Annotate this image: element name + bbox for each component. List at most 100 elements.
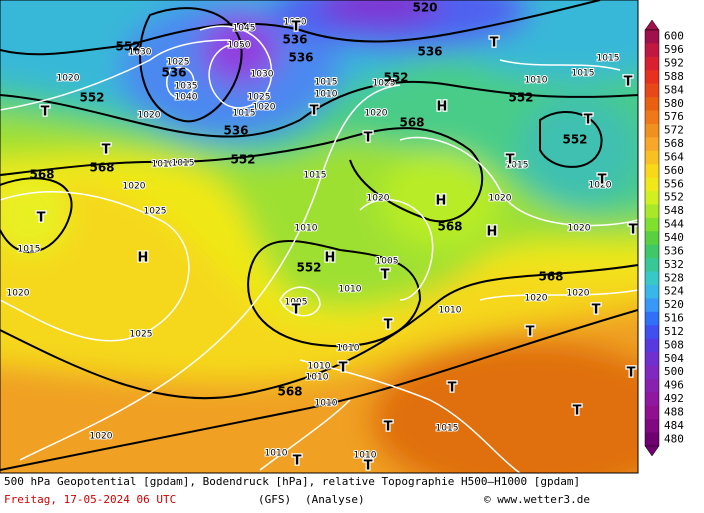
pressure-center: H — [437, 100, 448, 115]
isobar-label: 1010 — [354, 451, 377, 461]
colorbar-label: 596 — [664, 43, 684, 56]
colorbar-label: 516 — [664, 312, 684, 325]
pressure-center: T — [592, 303, 601, 318]
colorbar-label: 564 — [664, 150, 684, 163]
colorbar-swatch — [645, 378, 659, 393]
colorbar-swatch — [645, 284, 659, 299]
isobar-label: 1010 — [315, 399, 338, 409]
colorbar-swatch — [645, 392, 659, 407]
colorbar-label: 584 — [664, 83, 684, 96]
isobar-label: 1035 — [175, 82, 198, 92]
colorbar-label: 492 — [664, 392, 684, 405]
colorbar-arrow-bottom — [644, 445, 660, 457]
pressure-center: T — [381, 268, 390, 283]
colorbar-swatch — [645, 177, 659, 192]
geopotential-label: 536 — [282, 33, 307, 47]
colorbar-swatch — [645, 432, 659, 447]
colorbar-label: 508 — [664, 338, 684, 351]
colorbar-swatch — [645, 43, 659, 58]
colorbar-swatch — [645, 325, 659, 340]
isobar-label: 1010 — [339, 285, 362, 295]
isobar-label: 1020 — [367, 194, 390, 204]
colorbar-label: 560 — [664, 164, 684, 177]
isobar-label: 1010 — [525, 76, 548, 86]
geopotential-label: 568 — [538, 270, 563, 284]
isobar-label: 1015 — [304, 171, 327, 181]
geopotential-contours — [0, 0, 638, 471]
isobar-label: 1020 — [589, 181, 612, 191]
geopotential-label: 520 — [412, 1, 437, 15]
isobar-label: 1020 — [123, 182, 146, 192]
pressure-center: H — [138, 251, 149, 266]
geopotential-label: 568 — [399, 116, 424, 130]
isobar-label: 1010 — [306, 373, 329, 383]
colorbar-swatch — [645, 217, 659, 232]
colorbar-label: 528 — [664, 271, 684, 284]
geopotential-label: 568 — [437, 220, 462, 234]
pressure-center: T — [292, 20, 301, 35]
colorbar-label: 580 — [664, 97, 684, 110]
colorbar-label: 588 — [664, 70, 684, 83]
isobar-label: 1025 — [144, 207, 167, 217]
colorbar: 6005965925885845805765725685645605565525… — [644, 19, 684, 457]
isobar-label: 1015 — [597, 54, 620, 64]
pressure-center: T — [293, 454, 302, 469]
isobar-label: 1010 — [152, 160, 175, 170]
isobar-label: 1010 — [315, 90, 338, 100]
isobar-label: 1020 — [90, 432, 113, 442]
isobar-label: 1015 — [315, 78, 338, 88]
isobars — [0, 25, 638, 473]
colorbar-label: 484 — [664, 419, 684, 432]
colorbar-label: 524 — [664, 285, 684, 298]
colorbar-swatch — [645, 56, 659, 71]
geopotential-label: 568 — [89, 161, 114, 175]
isobar-label: 1025 — [167, 58, 190, 68]
geopotential-label: 552 — [230, 153, 255, 167]
isobar-label: 1020 — [365, 109, 388, 119]
colorbar-swatch — [645, 204, 659, 219]
pressure-center: T — [364, 459, 373, 474]
pressure-center: T — [384, 420, 393, 435]
pressure-center: T — [310, 104, 319, 119]
isobar-label: 1020 — [138, 111, 161, 121]
pressure-center: T — [384, 318, 393, 333]
colorbar-label: 512 — [664, 325, 684, 338]
pressure-center: T — [584, 113, 593, 128]
colorbar-swatch — [645, 271, 659, 286]
isobar-label: 1025 — [248, 93, 271, 103]
geopotential-label: 552 — [562, 133, 587, 147]
isobar-label: 1015 — [172, 159, 195, 169]
geopotential-label: 552 — [79, 91, 104, 105]
run: (Analyse) — [305, 493, 365, 506]
colorbar-swatch — [645, 137, 659, 152]
isobar-label: 1015 — [436, 424, 459, 434]
colorbar-swatch — [645, 110, 659, 125]
date: Freitag, 17-05-2024 06 UTC — [4, 493, 176, 506]
colorbar-label: 552 — [664, 191, 684, 204]
isobar-label: 1010 — [308, 362, 331, 372]
colorbar-label: 480 — [664, 432, 684, 445]
pressure-center: H — [487, 225, 498, 240]
isobar-label: 1020 — [525, 294, 548, 304]
isobar-label: 1005 — [285, 298, 308, 308]
geopotential-label: 552 — [508, 91, 533, 105]
pressure-center: H — [436, 194, 447, 209]
isobar-label: 1030 — [129, 48, 152, 58]
pressure-center: T — [37, 211, 46, 226]
colorbar-label: 600 — [664, 30, 684, 43]
colorbar-label: 520 — [664, 298, 684, 311]
colorbar-swatch — [645, 123, 659, 138]
colorbar-label: 568 — [664, 137, 684, 150]
colorbar-label: 488 — [664, 405, 684, 418]
pressure-center: T — [629, 223, 638, 238]
pressure-center: T — [506, 153, 515, 168]
pressure-center: T — [573, 404, 582, 419]
geopotential-label: 536 — [417, 45, 442, 59]
model: (GFS) — [258, 493, 291, 506]
isobar-label: 1040 — [175, 93, 198, 103]
colorbar-swatch — [645, 97, 659, 112]
isobar-label: 1025 — [373, 79, 396, 89]
colorbar-swatch — [645, 311, 659, 326]
